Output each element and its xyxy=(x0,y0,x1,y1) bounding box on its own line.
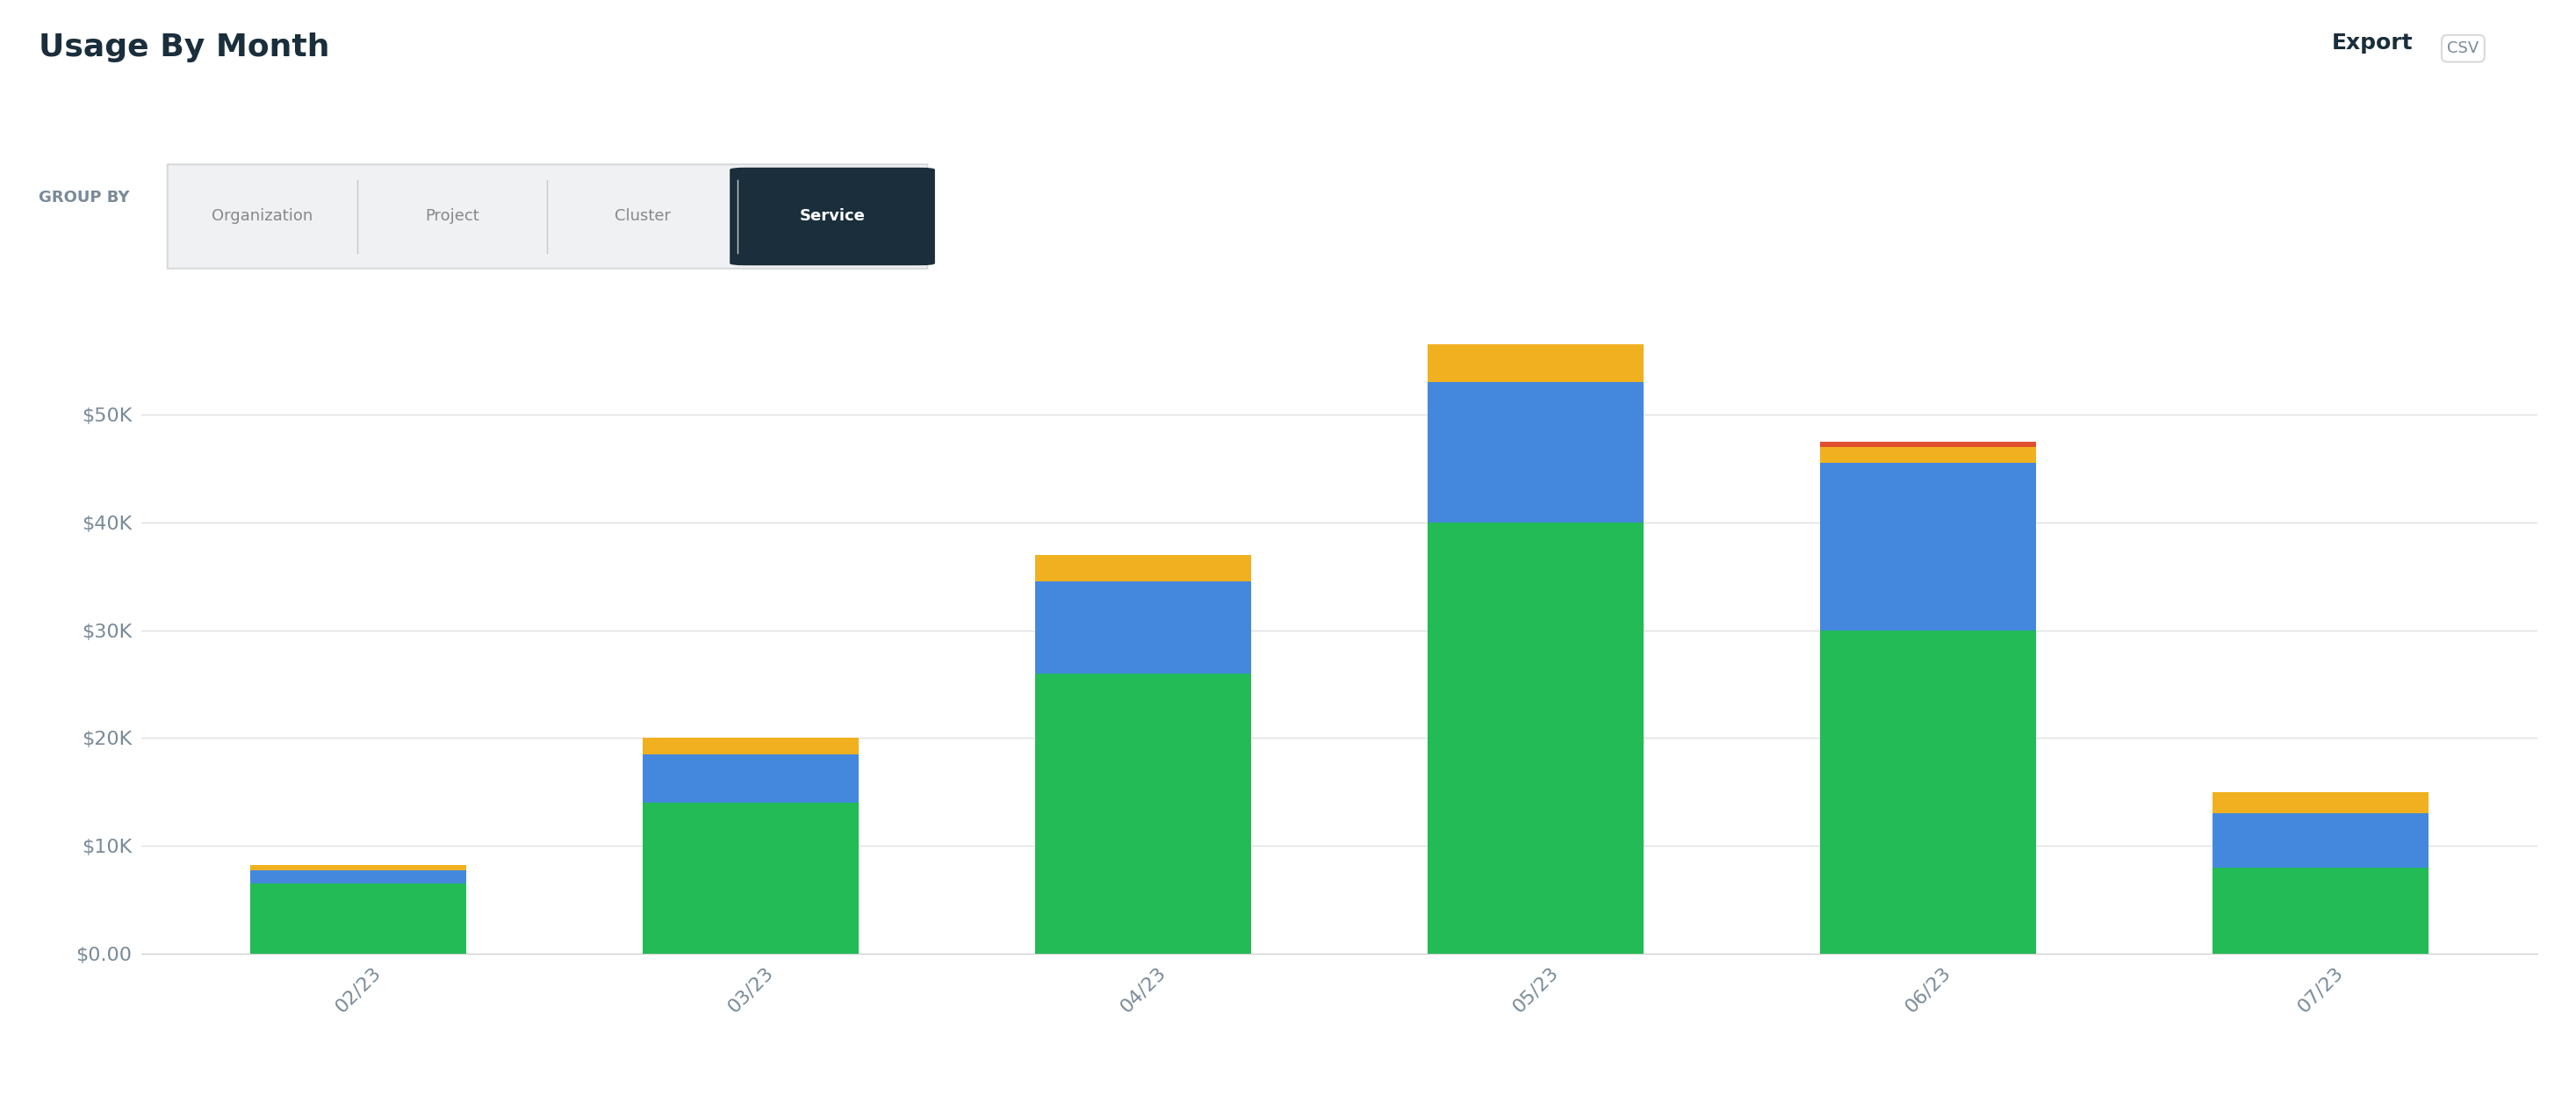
Text: Project: Project xyxy=(425,208,479,225)
Bar xyxy=(1427,383,1643,523)
Text: Export: Export xyxy=(2331,33,2414,54)
Text: Organization: Organization xyxy=(211,208,314,225)
Bar xyxy=(1036,555,1252,582)
Text: Cluster: Cluster xyxy=(613,208,670,225)
Bar xyxy=(644,738,858,754)
Text: GROUP BY: GROUP BY xyxy=(39,190,129,205)
FancyBboxPatch shape xyxy=(167,164,927,269)
FancyBboxPatch shape xyxy=(729,168,935,265)
Bar xyxy=(1821,464,2035,630)
Bar xyxy=(1427,523,1643,954)
Bar xyxy=(2213,791,2429,813)
Bar xyxy=(1036,582,1252,673)
Bar xyxy=(1821,447,2035,464)
Bar xyxy=(2213,813,2429,867)
Text: Usage By Month: Usage By Month xyxy=(39,33,330,62)
Bar xyxy=(250,870,466,883)
Bar xyxy=(1427,344,1643,383)
Bar xyxy=(1821,442,2035,447)
Text: Service: Service xyxy=(799,208,866,225)
Text: CSV: CSV xyxy=(2447,41,2478,56)
Bar xyxy=(250,865,466,870)
Bar xyxy=(250,883,466,954)
Bar xyxy=(2213,867,2429,954)
Bar xyxy=(1036,673,1252,954)
Bar xyxy=(644,802,858,954)
Bar xyxy=(644,754,858,802)
Bar xyxy=(1821,630,2035,954)
